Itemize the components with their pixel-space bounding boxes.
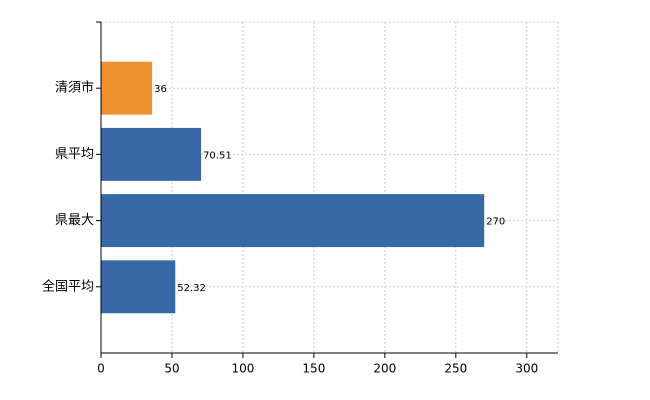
bar (101, 127, 202, 181)
y-tick-label: 県平均 (55, 147, 94, 162)
value-label: 36 (154, 84, 167, 95)
x-tick-label: 50 (164, 362, 179, 376)
x-tick-label: 250 (444, 362, 467, 376)
x-tick-label: 0 (97, 362, 105, 376)
y-tick-label: 清須市 (55, 80, 94, 96)
bar (101, 260, 176, 314)
bar (101, 194, 485, 248)
y-tick-label: 全国平均 (42, 278, 94, 294)
x-tick-label: 150 (302, 362, 325, 376)
x-tick-label: 300 (515, 362, 538, 376)
y-tick-label: 県最大 (55, 213, 94, 228)
bar (101, 61, 153, 115)
value-label: 52.32 (177, 283, 206, 294)
x-tick-label: 100 (231, 362, 254, 376)
x-tick-label: 200 (373, 362, 396, 376)
value-label: 70.51 (203, 150, 232, 161)
value-label: 270 (486, 217, 505, 228)
